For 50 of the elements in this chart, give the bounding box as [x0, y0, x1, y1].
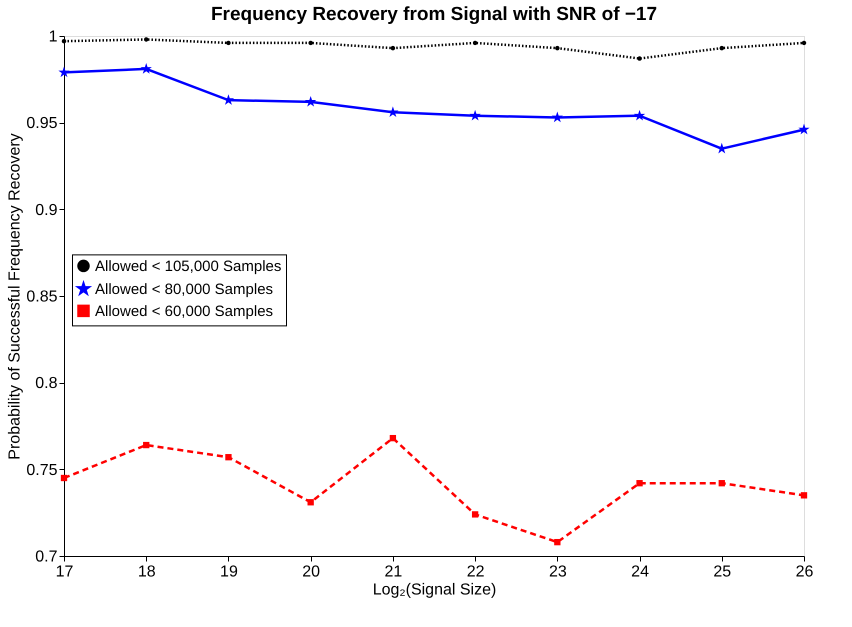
point — [308, 499, 314, 506]
legend-label: Allowed < 60,000 Samples — [95, 302, 274, 320]
chart-title: Frequency Recovery from Signal with SNR of −17 — [210, 4, 658, 25]
x-tick-label: 24 — [631, 564, 650, 580]
point — [802, 40, 806, 46]
point — [720, 46, 724, 50]
y-tick-label: 0.95 — [26, 115, 58, 132]
point — [798, 124, 810, 134]
point — [800, 492, 808, 498]
x-tick-label: 17 — [56, 564, 74, 580]
point — [308, 40, 313, 46]
point — [62, 38, 66, 44]
point — [472, 40, 478, 46]
y-tick-label: 0.75 — [26, 462, 58, 479]
x-tick-label: 26 — [796, 564, 814, 580]
x-axis-title: Log₂(Signal Size) — [372, 582, 496, 598]
x-tick-label: 23 — [548, 564, 567, 580]
legend-label: Allowed < 80,000 Samples — [95, 280, 274, 298]
y-tick-label: 0.8 — [35, 375, 58, 392]
point — [637, 56, 642, 61]
point — [552, 112, 563, 122]
x-tick-label: 25 — [713, 564, 732, 580]
legend-label: Allowed < 105,000 Samples — [95, 258, 282, 275]
point — [554, 538, 560, 546]
point — [718, 480, 725, 486]
y-tick-label: 0.9 — [35, 202, 58, 219]
point — [140, 63, 152, 74]
point — [143, 442, 150, 448]
y-tick-label: 0.85 — [26, 288, 58, 306]
x-tick-label: 19 — [220, 564, 238, 580]
x-tick-label: 22 — [466, 564, 485, 580]
point — [390, 46, 396, 50]
y-tick-label: 0.7 — [35, 548, 58, 566]
point — [144, 37, 148, 42]
point — [634, 110, 646, 121]
point — [636, 480, 643, 486]
x-tick-label: 20 — [302, 564, 320, 580]
x-tick-label: 18 — [138, 564, 156, 580]
y-tick-label: 1 — [48, 28, 58, 46]
point — [390, 434, 396, 442]
point — [226, 40, 231, 46]
x-tick-label: 21 — [384, 564, 402, 580]
point — [555, 46, 560, 50]
point — [60, 474, 68, 482]
y-axis-title: Probability of Successful Frequency Recovery — [6, 133, 24, 460]
point — [225, 454, 232, 460]
point — [472, 511, 478, 518]
point — [305, 96, 316, 107]
point — [469, 110, 481, 121]
point — [58, 66, 70, 78]
